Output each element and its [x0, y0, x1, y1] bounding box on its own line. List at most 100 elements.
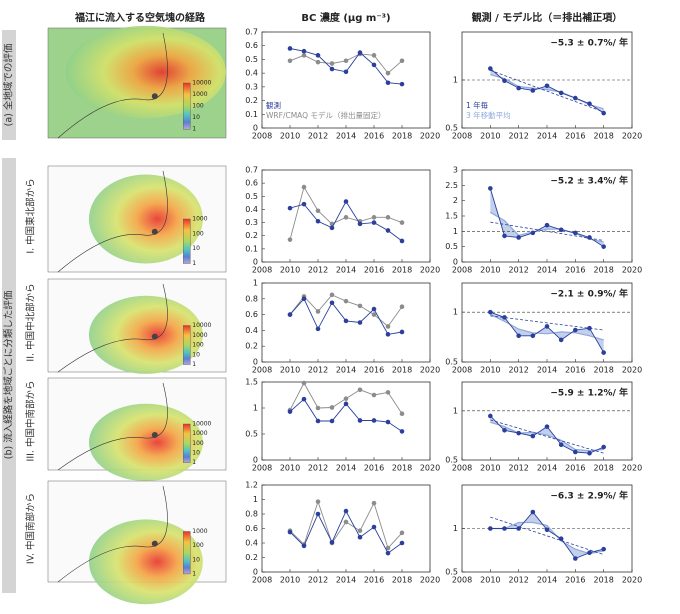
- x-tick-label: 2008: [452, 576, 472, 585]
- shade-area: [490, 312, 604, 353]
- data-point: [301, 53, 307, 58]
- site-marker: [151, 93, 158, 100]
- x-tick-label: 2018: [593, 576, 613, 585]
- data-point: [371, 500, 377, 506]
- y-tick-label: 0.7: [245, 28, 258, 37]
- data-point: [301, 184, 307, 190]
- data-point: [385, 70, 391, 76]
- data-point: [573, 230, 578, 236]
- data-point: [544, 424, 550, 429]
- data-point: [601, 244, 606, 249]
- x-tick-label: 2020: [420, 132, 440, 141]
- row-label: IV. 中国南部から: [25, 493, 37, 564]
- data-point: [343, 396, 349, 401]
- data-point: [329, 300, 335, 306]
- y-tick-label: 0.6: [245, 179, 258, 188]
- data-point: [371, 62, 377, 68]
- data-point: [399, 411, 405, 417]
- data-point: [343, 69, 349, 75]
- series-line: [289, 510, 403, 554]
- colorbar-label: 100: [192, 542, 204, 549]
- y-tick-label: 0.6: [245, 310, 258, 319]
- data-point: [399, 81, 405, 87]
- map-plume: [88, 519, 203, 605]
- x-tick-label: 2012: [508, 576, 528, 585]
- data-point: [343, 298, 349, 304]
- map-plume: [88, 403, 203, 482]
- data-point: [315, 208, 321, 214]
- trend-line: [490, 516, 604, 555]
- y-tick-label: 0.2: [245, 553, 258, 562]
- annotation: −6.3 ± 2.9%/ 年: [550, 490, 628, 502]
- data-point: [502, 233, 507, 239]
- x-tick-label: 2016: [565, 576, 585, 585]
- data-point: [399, 429, 405, 434]
- y-tick-label: 0.5: [445, 124, 458, 133]
- y-tick-label: 2.5: [445, 181, 458, 190]
- data-point: [343, 508, 349, 514]
- legend-label: WRF/CMAQ モデル（排出量固定）: [266, 110, 385, 120]
- y-tick-label: 0: [253, 258, 258, 267]
- legend-label: 観測: [266, 100, 281, 110]
- data-point: [530, 333, 536, 339]
- data-point: [502, 427, 507, 433]
- y-tick-label: 3: [453, 166, 458, 175]
- x-tick-label: 2010: [480, 266, 500, 275]
- data-point: [399, 540, 405, 546]
- data-point: [315, 405, 321, 411]
- coastline: [57, 283, 168, 373]
- series-line: [490, 511, 604, 560]
- data-point: [343, 215, 349, 220]
- data-point: [343, 519, 349, 525]
- data-point: [399, 304, 405, 310]
- data-point: [371, 306, 377, 312]
- data-point: [601, 350, 606, 355]
- data-point: [502, 526, 507, 531]
- x-tick-label: 2010: [480, 366, 500, 375]
- x-tick-label: 2012: [308, 366, 328, 375]
- x-tick-label: 2008: [452, 266, 472, 275]
- moving-average-line: [490, 421, 604, 452]
- x-tick-label: 2008: [252, 132, 272, 141]
- x-tick-label: 2014: [336, 464, 356, 473]
- y-tick-label: 1: [453, 524, 458, 533]
- y-tick-label: 0.5: [445, 456, 458, 465]
- series-line: [289, 48, 403, 85]
- moving-average-line: [490, 74, 604, 110]
- data-point: [301, 396, 307, 402]
- data-point: [399, 58, 405, 64]
- y-tick-label: 0.4: [245, 69, 258, 78]
- y-tick-label: 1: [253, 404, 258, 413]
- data-point: [315, 499, 321, 504]
- y-tick-label: 0.8: [245, 294, 258, 303]
- data-point: [371, 524, 377, 530]
- data-point: [287, 58, 293, 64]
- y-tick-label: 1: [253, 495, 258, 504]
- x-tick-label: 2012: [308, 266, 328, 275]
- data-point: [399, 220, 405, 225]
- data-point: [516, 430, 521, 436]
- data-point: [371, 312, 377, 317]
- colorbar-label: 100: [192, 103, 204, 110]
- y-tick-label: 0.1: [245, 110, 258, 119]
- colorbar-label: 1: [192, 260, 196, 267]
- x-tick-label: 2020: [622, 266, 642, 275]
- x-tick-label: 2008: [252, 576, 272, 585]
- x-tick-label: 2014: [537, 266, 557, 275]
- colorbar-label: 1: [192, 459, 196, 466]
- section-label: (b) 流入経路を地域ごとに分類した評価: [3, 290, 15, 459]
- data-point: [343, 318, 349, 324]
- shade-area: [490, 512, 604, 559]
- data-point: [544, 324, 550, 329]
- data-point: [329, 418, 335, 424]
- data-point: [357, 534, 363, 540]
- site-marker: [151, 228, 158, 235]
- section-box: [2, 30, 16, 140]
- colorbar: [183, 325, 191, 365]
- x-tick-label: 2018: [593, 132, 613, 141]
- x-tick-label: 2012: [308, 132, 328, 141]
- data-point: [329, 405, 335, 410]
- series-line: [289, 185, 403, 240]
